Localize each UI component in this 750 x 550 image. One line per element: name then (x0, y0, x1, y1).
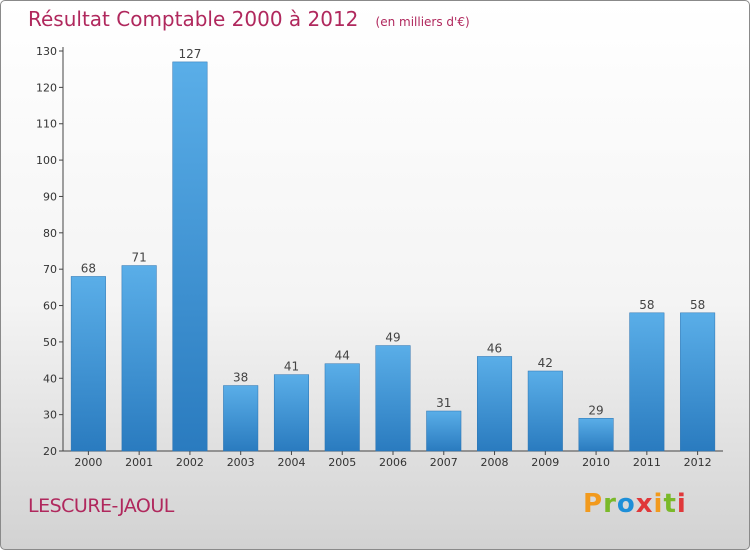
bar (680, 312, 716, 452)
bar (223, 385, 259, 452)
logo-letter: r (603, 489, 617, 519)
x-tick-label: 2012 (684, 456, 712, 469)
data-label: 71 (132, 251, 147, 265)
x-tick-label: 2010 (582, 456, 610, 469)
y-tick-label: 110 (36, 118, 57, 131)
data-label: 46 (487, 341, 502, 355)
chart-title: Résultat Comptable 2000 à 2012 (en milli… (28, 7, 470, 31)
logo-letter: i (653, 489, 664, 519)
bar (273, 374, 309, 452)
data-label: 31 (436, 396, 451, 410)
data-label: 29 (588, 403, 603, 417)
y-tick-label: 90 (43, 190, 57, 203)
x-tick-label: 2006 (379, 456, 407, 469)
y-tick-label: 20 (43, 445, 57, 458)
logo-letter: P (583, 489, 604, 519)
x-tick-label: 2001 (125, 456, 153, 469)
data-label: 49 (385, 331, 400, 345)
data-label: 58 (639, 298, 654, 312)
y-tick-label: 60 (43, 300, 57, 313)
logo-letter: i (676, 489, 687, 519)
y-tick-label: 80 (43, 227, 57, 240)
town-name: LESCURE-JAOUL (28, 495, 174, 517)
data-label: 58 (690, 298, 705, 312)
chart-data-labels: 68 71 127 38 41 44 49 31 46 42 29 58 58 (81, 47, 706, 417)
x-tick-label: 2008 (481, 456, 509, 469)
chart-title-main: Résultat Comptable 2000 à 2012 (28, 7, 359, 31)
y-tick-label: 120 (36, 81, 57, 94)
data-label: 44 (335, 349, 350, 363)
data-label: 41 (284, 360, 299, 374)
x-tick-label: 2003 (227, 456, 255, 469)
y-tick-label: 40 (43, 372, 57, 385)
x-tick-label: 2007 (430, 456, 458, 469)
x-tick-label: 2004 (277, 456, 305, 469)
chart-bars (70, 61, 716, 452)
bar (629, 312, 665, 452)
bar (172, 61, 208, 452)
y-tick-label: 50 (43, 336, 57, 349)
bar (426, 410, 462, 452)
chart-axes: 20 30 40 50 60 70 80 90 100 110 120 130 2000 2001 2002… (36, 45, 723, 469)
bar (121, 265, 157, 452)
y-tick-label: 130 (36, 45, 57, 58)
x-tick-label: 2005 (328, 456, 356, 469)
x-tick-label: 2009 (531, 456, 559, 469)
x-tick-label: 2000 (74, 456, 102, 469)
chart-title-unit: (en milliers d'€) (375, 15, 470, 29)
bar (324, 363, 360, 452)
data-label: 127 (178, 47, 201, 61)
bar (70, 276, 106, 452)
bar (477, 356, 513, 452)
data-label: 68 (81, 261, 96, 275)
bar (527, 370, 563, 452)
x-tick-label: 2002 (176, 456, 204, 469)
logo-letter: t (663, 489, 677, 519)
bar (375, 345, 411, 452)
y-tick-label: 100 (36, 154, 57, 167)
x-tick-label: 2011 (633, 456, 661, 469)
logo-letter: x (635, 489, 654, 519)
bar (578, 418, 614, 452)
proxiti-logo[interactable]: Proxiti (583, 489, 687, 519)
data-label: 42 (538, 356, 553, 370)
y-tick-label: 70 (43, 263, 57, 276)
logo-letter: o (616, 489, 636, 519)
data-label: 38 (233, 371, 248, 385)
y-tick-label: 30 (43, 409, 57, 422)
